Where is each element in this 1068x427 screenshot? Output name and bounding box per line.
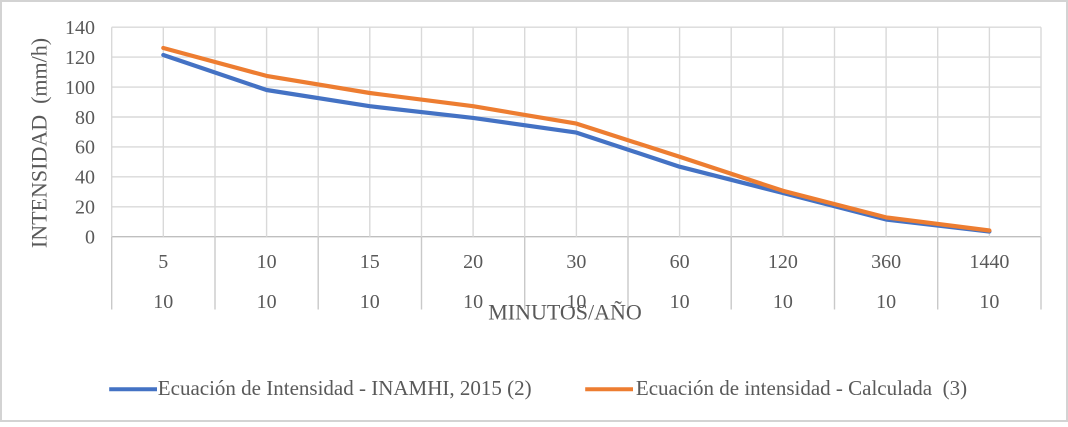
svg-text:Ecuación de Intensidad - INAMH: Ecuación de Intensidad - INAMHI, 2015 (2… (158, 376, 532, 400)
svg-text:20: 20 (75, 197, 95, 219)
svg-text:10: 10 (979, 291, 999, 313)
svg-text:10: 10 (360, 291, 380, 313)
svg-text:60: 60 (75, 137, 95, 159)
svg-text:15: 15 (360, 251, 380, 273)
svg-text:1440: 1440 (969, 251, 1009, 273)
svg-text:10: 10 (257, 251, 277, 273)
svg-text:10: 10 (463, 291, 483, 313)
svg-text:80: 80 (75, 107, 95, 129)
svg-text:5: 5 (158, 251, 168, 273)
svg-text:30: 30 (566, 251, 586, 273)
svg-text:140: 140 (65, 17, 95, 39)
svg-text:10: 10 (773, 291, 793, 313)
svg-text:40: 40 (75, 167, 95, 189)
svg-text:10: 10 (670, 291, 690, 313)
svg-text:360: 360 (871, 251, 901, 273)
svg-text:Ecuación de intensidad - Calcu: Ecuación de intensidad - Calculada (3) (636, 376, 967, 400)
svg-text:10: 10 (153, 291, 173, 313)
svg-text:10: 10 (876, 291, 896, 313)
svg-text:0: 0 (85, 227, 95, 249)
svg-text:20: 20 (463, 251, 483, 273)
svg-text:MINUTOS/AÑO: MINUTOS/AÑO (488, 300, 642, 325)
svg-text:10: 10 (566, 291, 586, 313)
svg-text:60: 60 (670, 251, 690, 273)
svg-text:120: 120 (65, 47, 95, 69)
svg-text:120: 120 (768, 251, 798, 273)
svg-text:10: 10 (257, 291, 277, 313)
svg-text:INTENSIDAD (mm/h): INTENSIDAD (mm/h) (27, 38, 52, 248)
svg-text:100: 100 (65, 77, 95, 99)
